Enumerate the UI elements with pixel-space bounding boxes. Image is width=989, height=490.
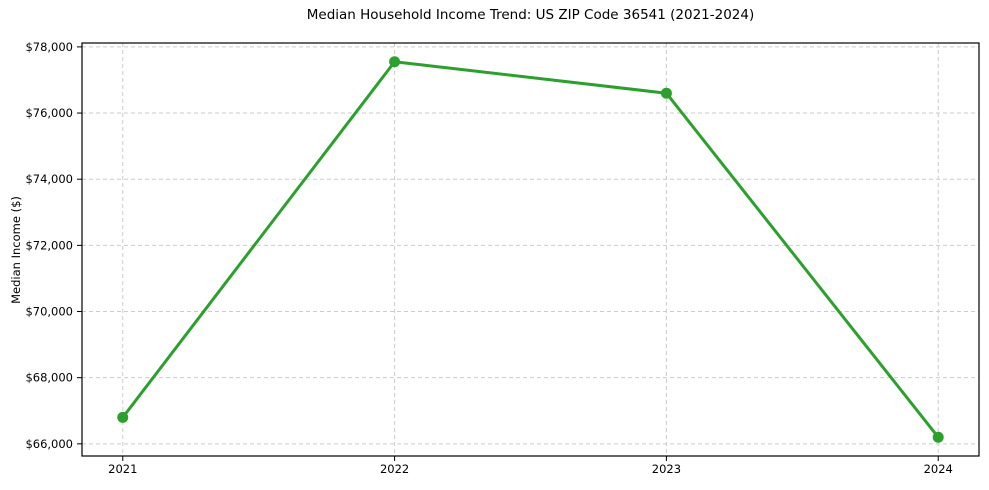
y-tick-label: $76,000 bbox=[25, 106, 73, 120]
chart-title: Median Household Income Trend: US ZIP Co… bbox=[306, 7, 755, 23]
x-tick-label: 2022 bbox=[380, 462, 409, 476]
y-tick-label: $74,000 bbox=[25, 172, 73, 186]
data-point-2021 bbox=[117, 411, 129, 423]
y-tick-label: $78,000 bbox=[25, 40, 73, 54]
x-tick-label: 2021 bbox=[108, 462, 137, 476]
income-trend-line bbox=[121, 60, 940, 439]
y-tick-label: $70,000 bbox=[25, 305, 73, 319]
y-tick-label: $72,000 bbox=[25, 238, 73, 252]
data-point-2022 bbox=[389, 56, 401, 68]
x-tick-label: 2023 bbox=[652, 462, 681, 476]
y-tick-label: $68,000 bbox=[25, 371, 73, 385]
data-point-2023 bbox=[660, 87, 672, 99]
x-tick-label: 2024 bbox=[924, 462, 953, 476]
y-tick-label: $66,000 bbox=[25, 437, 73, 451]
plot-border bbox=[81, 42, 980, 457]
data-point-2024 bbox=[932, 431, 944, 443]
